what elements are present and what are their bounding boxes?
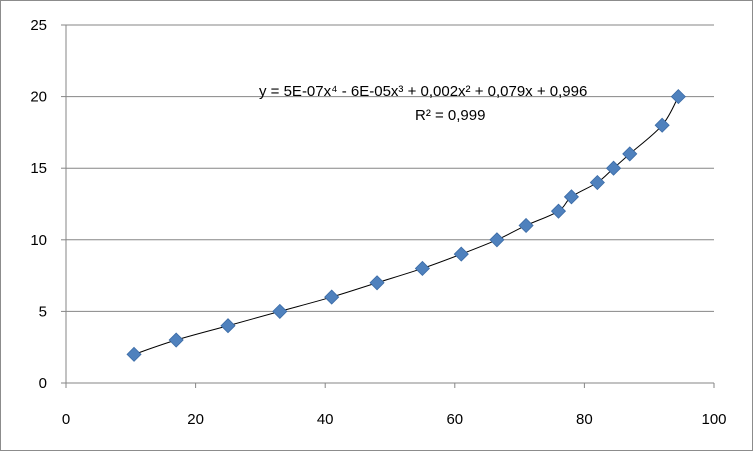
data-point	[563, 189, 580, 205]
x-tick-label: 20	[187, 411, 204, 428]
data-point	[453, 246, 469, 262]
data-point	[220, 318, 236, 334]
data-point	[369, 275, 385, 291]
data-point	[324, 289, 340, 305]
gridlines	[61, 24, 715, 388]
data-point	[550, 203, 567, 219]
data-point	[126, 346, 142, 362]
data-point	[518, 217, 534, 234]
data-points	[126, 89, 686, 362]
data-point	[670, 89, 686, 105]
data-point	[168, 332, 184, 348]
data-point	[589, 174, 605, 191]
data-point	[414, 260, 430, 277]
x-tick-label: 40	[317, 411, 334, 428]
y-tick-label: 0	[39, 375, 47, 392]
data-point	[622, 146, 638, 162]
y-tick-label: 10	[30, 232, 47, 249]
x-tick-label: 60	[446, 411, 463, 428]
trendline-equation: y = 5E-07x⁴ - 6E-05x³ + 0,002x² + 0,079x…	[259, 83, 587, 100]
y-tick-label: 15	[30, 160, 47, 177]
y-tick-label: 20	[30, 89, 47, 106]
x-tick-label: 0	[62, 411, 70, 428]
x-tick-labels: 0 20 40 60 80 100	[62, 411, 727, 428]
trendline	[133, 96, 679, 355]
data-point	[272, 303, 288, 319]
r-squared-label: R² = 0,999	[415, 107, 485, 124]
x-tick-label: 80	[576, 411, 593, 428]
y-tick-label: 25	[30, 17, 47, 34]
y-tick-label: 5	[39, 303, 47, 320]
x-tick-label: 100	[701, 411, 726, 428]
data-point	[654, 117, 670, 133]
y-tick-labels: 0 5 10 15 20 25	[30, 17, 47, 392]
data-point	[605, 160, 622, 176]
data-point	[489, 232, 505, 248]
